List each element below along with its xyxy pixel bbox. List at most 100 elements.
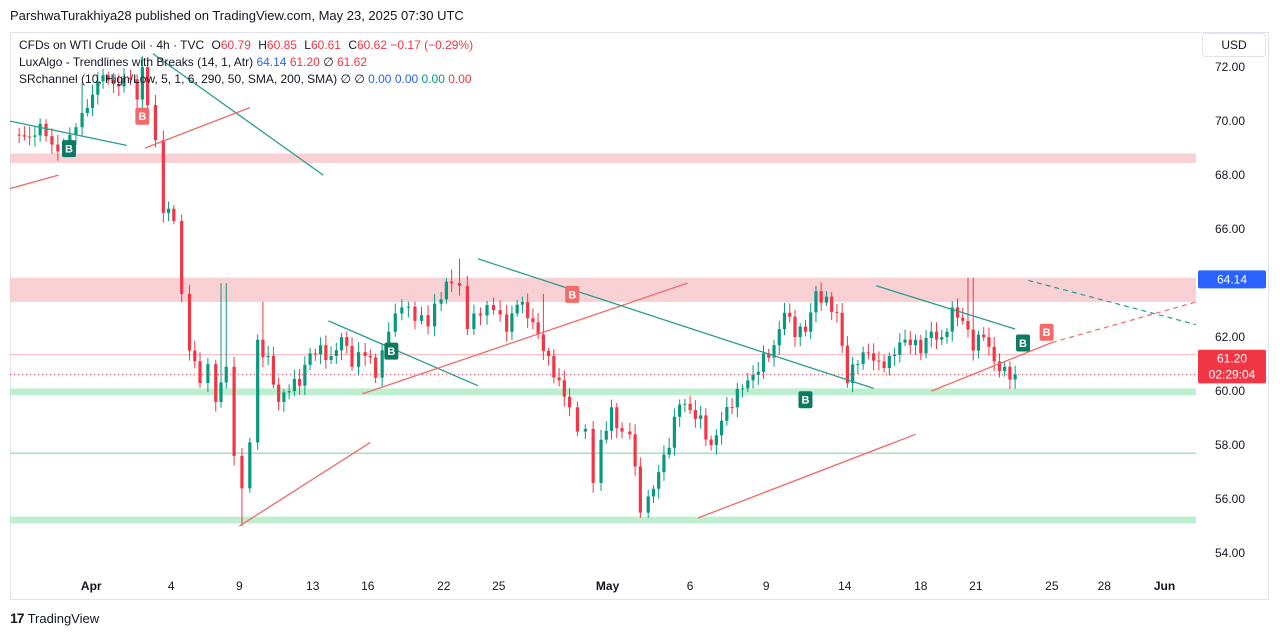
candle-body [298,378,302,386]
support-zone [10,388,1196,396]
chart-frame[interactable] [10,32,1269,600]
candle-body [714,435,718,446]
candle-body [982,334,986,338]
candle-body [450,281,454,284]
srchannel-value-1: ∅ [340,72,351,86]
signal-marker [1016,334,1031,352]
candle-body [350,345,354,367]
open-value: 60.79 [220,38,251,52]
candle-body [193,350,197,362]
candle-body [966,320,970,330]
signal-marker [135,107,150,125]
candle-body [961,317,965,321]
currency-button[interactable]: USD [1202,33,1266,57]
candle-body [111,80,116,85]
candle-body [735,388,739,408]
candle-body [356,352,361,367]
trendline [362,282,688,395]
signal-marker [384,342,399,360]
candle-body [122,77,126,87]
candle-body [557,377,561,381]
candle-body [256,339,260,443]
signal-label: B [568,289,576,301]
candle-body [28,136,32,138]
candle-body [992,346,996,362]
candle-body [56,144,60,152]
high-value: 60.85 [266,38,297,52]
candle-body [106,75,110,81]
candle-body [699,415,703,419]
candle-body [172,208,176,221]
trendline [10,174,59,190]
candle-body [324,345,328,361]
trendline-extension [1028,279,1196,326]
candle-body [997,361,1002,372]
symbol-legend-row[interactable]: CFDs on WTI Crude Oil · 4h · TVC O60.79 … [19,37,473,54]
trendline [152,53,324,176]
candle-body [498,310,502,315]
signal-label: B [65,144,73,156]
candle-body [604,430,608,440]
y-tick-label: 54.00 [1215,546,1245,560]
candle-body [628,431,632,435]
candle-body [308,353,312,365]
low-label: L [304,38,311,52]
x-tick-label: 18 [914,579,928,593]
x-tick-label: 16 [361,579,375,593]
candle-body [318,345,323,355]
candle-body [814,291,818,313]
candle-body [80,113,84,128]
low-value: 60.61 [310,38,341,52]
candle-body [140,67,144,100]
footer-branding: 17 TradingView [10,610,99,626]
y-tick-label: 58.00 [1215,438,1245,452]
srchannel-name: SRchannel (10, High/Low, 5, 1, 6, 290, 5… [19,72,338,86]
signal-marker [565,285,580,303]
signal-marker [61,140,76,158]
price-label: 61.20 [1217,352,1247,366]
candle-body [531,318,535,323]
candle-body [439,299,443,304]
candle-body [515,304,519,314]
candle-body [526,302,530,319]
signal-label: B [1043,327,1051,339]
candle-body [465,285,469,329]
candle-body [206,364,210,383]
candle-body [329,356,333,361]
candle-body [683,403,687,405]
candle-body [672,416,677,448]
candle-body [777,329,781,346]
x-tick-label: May [596,579,620,593]
candle-body [426,315,430,327]
srchannel-legend-row[interactable]: SRchannel (10, High/Low, 5, 1, 6, 290, 5… [19,71,473,88]
candle-body [313,353,317,355]
candle-body [924,337,928,354]
y-tick-label: 56.00 [1215,492,1245,506]
x-tick-label: 9 [763,579,770,593]
candle-body [433,303,437,327]
candle-body [96,81,100,95]
candle-body [678,404,682,417]
y-tick-label: 66.00 [1215,222,1245,236]
candle-body [224,366,228,383]
candle-body [180,221,184,294]
candle-body [615,407,619,429]
candle-body [638,466,642,513]
candle-body [198,361,202,383]
price-label: 02:29:04 [1209,367,1256,381]
candle-body [788,312,792,317]
candle-body [945,331,949,338]
symbol-name: CFDs on WTI Crude Oil · 4h · TVC [19,38,205,52]
candle-body [819,291,823,303]
candle-body [633,434,637,467]
luxalgo-legend-row[interactable]: LuxAlgo - Trendlines with Breaks (14, 1,… [19,54,473,71]
candle-body [730,407,734,409]
srchannel-value-6: 0.00 [448,72,472,86]
candle-body [751,374,755,381]
close-value: 60.62 [357,38,388,52]
support-zone [10,516,1196,524]
srchannel-value-5: 0.00 [421,72,445,86]
candle-body [824,296,829,303]
candle-body [599,439,603,483]
